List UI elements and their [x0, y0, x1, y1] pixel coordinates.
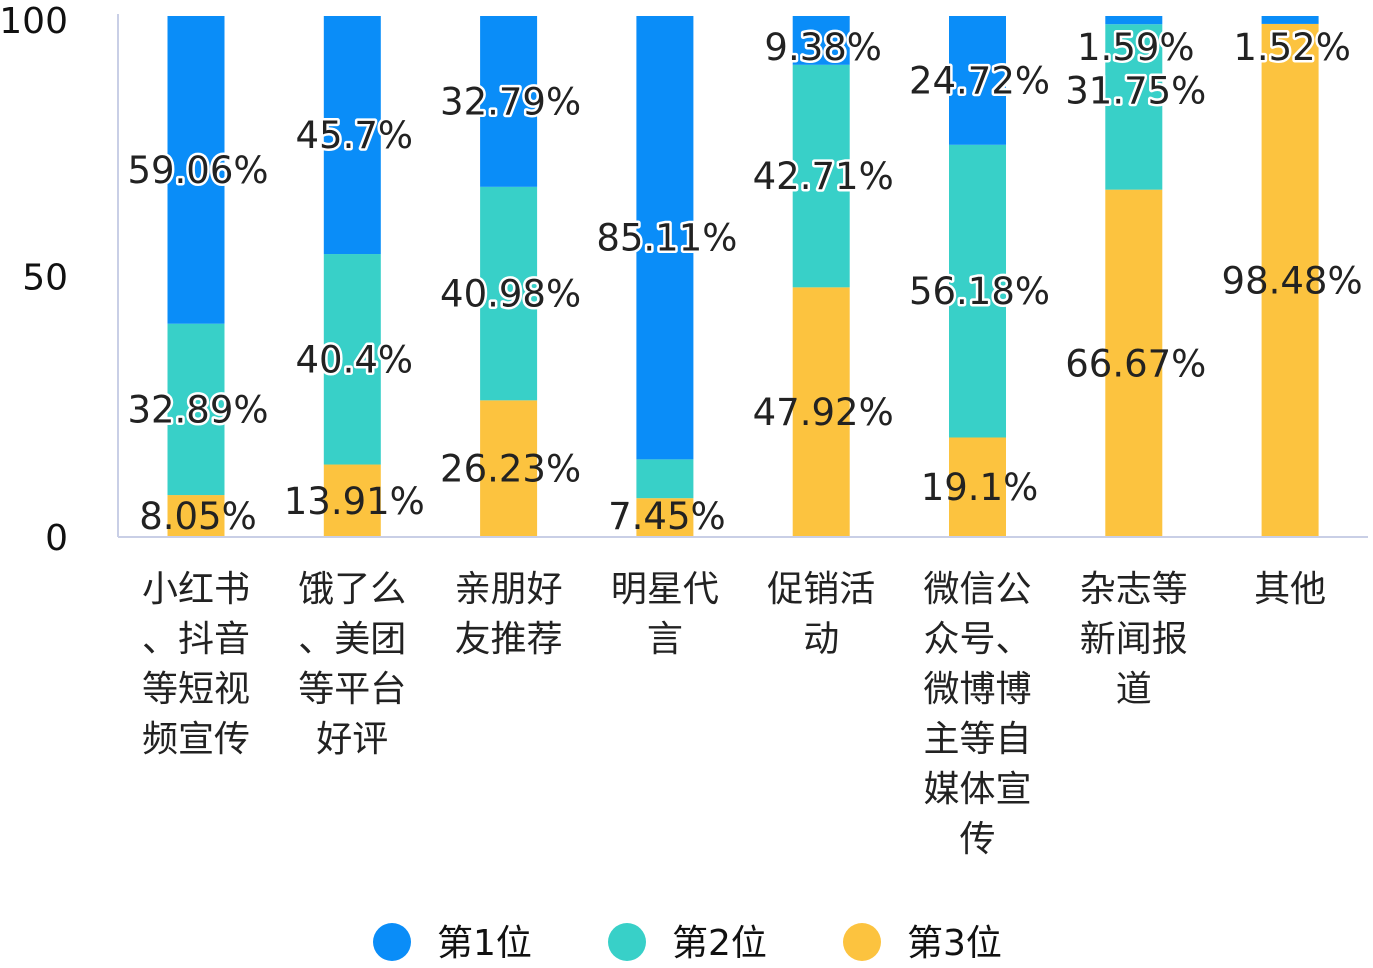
bar-segment — [323, 254, 381, 465]
x-category-line: 新闻报 — [1080, 619, 1188, 660]
data-label: 45.7% — [296, 114, 414, 157]
x-category-line: 杂志等 — [1080, 569, 1188, 610]
data-label: 7.45% — [608, 495, 726, 538]
x-category-line: 媒体宣 — [923, 769, 1031, 810]
data-labels: 8.05% 32.89% 59.06% 13.91% 40.4% 45.7% 26.23% 4… — [125, 24, 1363, 539]
data-label: 1.59% — [1077, 26, 1195, 69]
x-category-line: 饿了么 — [298, 569, 406, 610]
data-label: 8.05% — [139, 495, 257, 538]
x-category-line: 、美团 — [298, 619, 406, 660]
x-category-line: 、抖音 — [142, 619, 250, 660]
data-label: 40.4% — [296, 338, 414, 381]
x-category-label: 杂志等新闻报道 — [1080, 569, 1188, 710]
legend-label: 第1位 — [437, 923, 532, 964]
y-tick-label: 100 — [0, 1, 68, 42]
x-category-line: 众号、 — [923, 619, 1031, 660]
bar-segment — [636, 498, 694, 537]
bar-segment — [1105, 189, 1163, 538]
bar-segment — [1105, 24, 1163, 190]
data-label: 42.71% — [753, 155, 894, 198]
bar-segment — [792, 64, 850, 288]
data-label: 85.11% — [596, 217, 737, 260]
x-category-label: 亲朋好友推荐 — [455, 569, 563, 660]
x-category-line: 频宣传 — [142, 719, 250, 760]
axes: 0 50 100 — [0, 1, 1368, 559]
bar-segment — [167, 16, 225, 324]
bar-segment — [1261, 16, 1319, 24]
bar-segment — [636, 459, 694, 499]
x-category-line: 促销活 — [767, 569, 875, 610]
bar-segment — [323, 16, 381, 255]
bar-segment — [792, 16, 850, 65]
data-label: 26.23% — [440, 448, 581, 491]
x-category-line: 好评 — [316, 719, 388, 760]
x-category-line: 主等自 — [923, 719, 1031, 760]
y-tick-label: 50 — [22, 258, 68, 299]
bar-segment — [167, 495, 225, 537]
x-category-label: 微信公众号、微博博主等自媒体宣传 — [923, 569, 1031, 860]
x-category-line: 微博博 — [923, 669, 1031, 710]
x-category-label: 饿了么、美团等平台好评 — [298, 569, 406, 760]
data-label: 13.91% — [284, 480, 425, 523]
data-label: 32.89% — [127, 388, 268, 431]
bar-segment — [792, 287, 850, 537]
legend: 第1位 第2位 第3位 — [373, 923, 1002, 964]
data-label: 9.38% — [764, 26, 882, 69]
bar-segment — [480, 16, 538, 187]
bar-segment — [949, 16, 1006, 145]
data-label: 24.72% — [909, 59, 1050, 102]
x-category-label: 明星代言 — [611, 569, 719, 660]
bar-segment — [949, 437, 1006, 537]
x-category-line: 其他 — [1254, 569, 1326, 610]
x-category-line: 等平台 — [298, 669, 406, 710]
x-category-line: 明星代 — [611, 569, 719, 610]
bar-segment — [949, 144, 1006, 438]
category-labels: 小红书、抖音等短视频宣传饿了么、美团等平台好评亲朋好友推荐明星代言促销活动微信公… — [142, 569, 1326, 860]
data-label: 32.79% — [440, 80, 581, 123]
x-category-line: 友推荐 — [455, 619, 563, 660]
x-category-line: 动 — [803, 619, 839, 660]
legend-swatch — [843, 923, 881, 961]
bar-segment — [636, 16, 694, 460]
data-label: 19.1% — [921, 466, 1039, 509]
legend-swatch — [373, 923, 411, 961]
bar-segment — [323, 464, 381, 537]
bar-segment — [1261, 23, 1319, 538]
bar-segment — [1105, 16, 1163, 25]
data-label: 56.18% — [909, 270, 1050, 313]
x-category-line: 传 — [959, 819, 995, 860]
bar-segment — [480, 400, 538, 537]
data-label: 98.48% — [1222, 259, 1363, 302]
legend-label: 第3位 — [907, 923, 1002, 964]
x-category-line: 道 — [1116, 669, 1152, 710]
bar-segment — [480, 186, 538, 401]
data-label: 66.67% — [1065, 342, 1206, 385]
data-label: 47.92% — [753, 391, 894, 434]
plot-area — [167, 16, 1319, 538]
x-category-label: 小红书、抖音等短视频宣传 — [142, 569, 250, 760]
data-label: 1.52% — [1233, 26, 1351, 69]
bar-segment — [167, 323, 225, 496]
legend-label: 第2位 — [672, 923, 767, 964]
x-category-line: 等短视 — [142, 669, 250, 710]
x-category-line: 亲朋好 — [455, 569, 563, 610]
x-category-line: 微信公 — [923, 569, 1031, 610]
data-label: 59.06% — [127, 149, 268, 192]
legend-swatch — [608, 923, 646, 961]
x-category-label: 其他 — [1254, 569, 1326, 610]
x-category-line: 言 — [647, 619, 683, 660]
data-label: 40.98% — [440, 273, 581, 316]
x-category-label: 促销活动 — [767, 569, 875, 660]
y-tick-label: 0 — [45, 518, 68, 559]
x-category-line: 小红书 — [142, 569, 250, 610]
data-label: 31.75% — [1065, 69, 1206, 112]
